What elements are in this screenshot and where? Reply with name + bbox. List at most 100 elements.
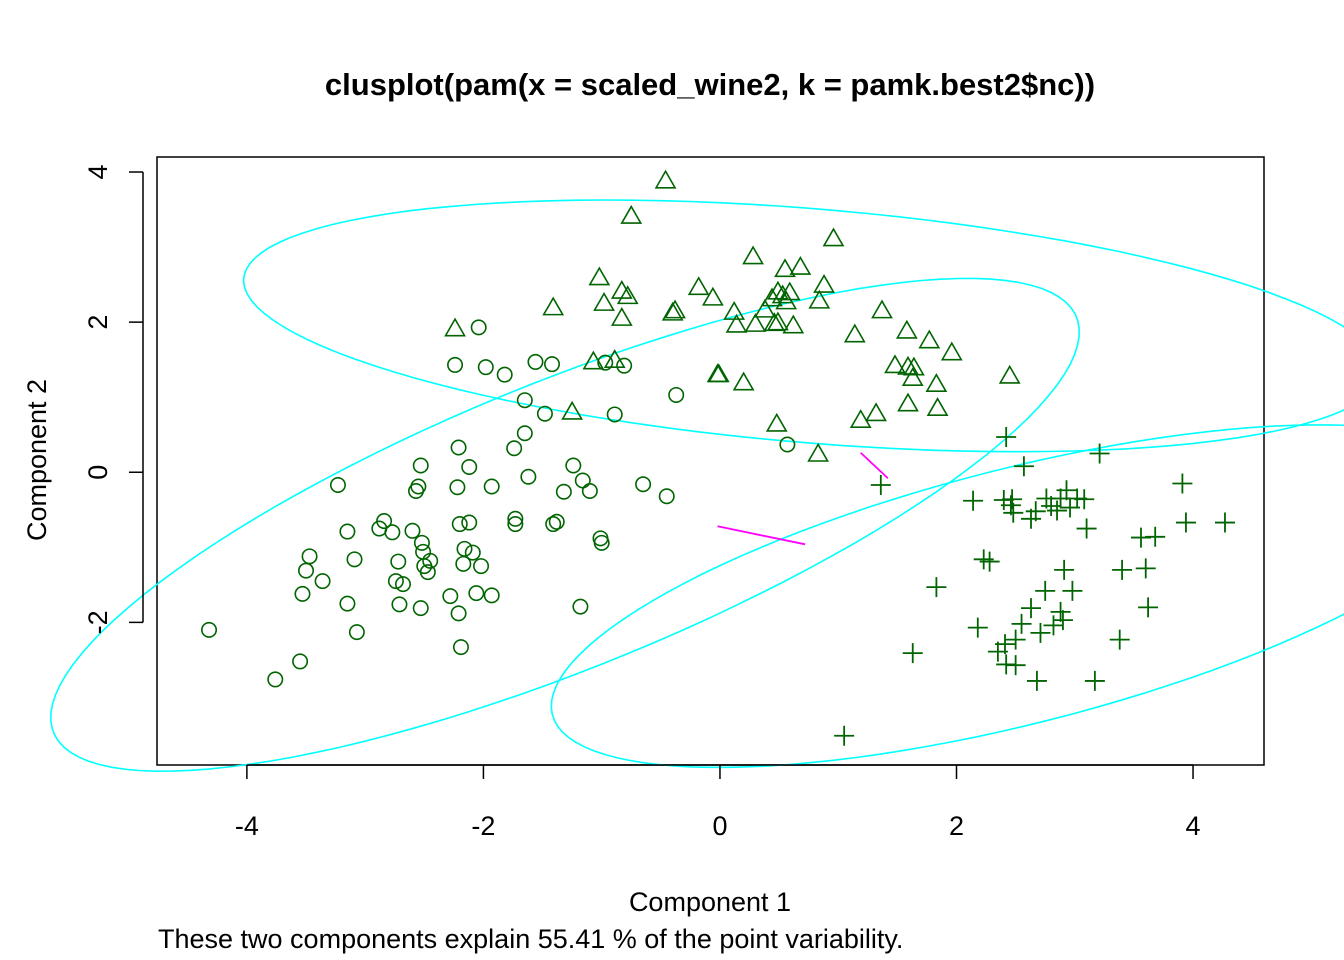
point-plus [1054, 559, 1075, 580]
point-circle [394, 576, 411, 593]
point-plus [963, 490, 984, 511]
point-circle [555, 483, 572, 500]
point-triangle [588, 266, 611, 286]
point-triangle [765, 412, 788, 432]
point-plus [834, 725, 855, 746]
point-circle [450, 439, 467, 456]
cluster-ellipse-2 [242, 199, 1344, 453]
point-circle [507, 510, 524, 527]
point-triangle [778, 281, 801, 301]
point-circle [456, 540, 473, 557]
point-circle [201, 621, 218, 638]
point-circle [461, 514, 478, 531]
cluster-distance-lines [717, 452, 889, 546]
point-triangle [808, 289, 831, 309]
point-circle [507, 516, 524, 533]
point-circle [473, 558, 490, 575]
point-triangle [813, 274, 835, 293]
plot-frame [156, 156, 1265, 766]
point-circle [468, 585, 485, 602]
point-triangle [742, 245, 764, 265]
y-tick-label: 0 [83, 465, 113, 480]
point-circle [581, 483, 598, 500]
point-plus [1030, 622, 1051, 643]
point-circle [412, 457, 429, 474]
point-plus [1074, 489, 1095, 510]
cluster-ellipses [49, 199, 1344, 773]
point-circle [391, 596, 408, 613]
cluster-link-1 [717, 525, 806, 546]
point-triangle [843, 323, 866, 343]
point-circle [267, 671, 284, 688]
point-plus [1011, 613, 1032, 634]
point-triangle [744, 313, 767, 332]
point-plus [1026, 670, 1047, 691]
point-circle [451, 516, 468, 533]
cluster-link-2 [860, 452, 889, 479]
point-plus [1172, 473, 1193, 494]
point-triangle [582, 350, 605, 370]
point-plus [1112, 559, 1133, 580]
point-plus [1109, 629, 1130, 650]
cluster-ellipse-3 [550, 424, 1344, 769]
point-plus [1056, 480, 1077, 501]
point-circle [593, 534, 610, 551]
point-plus [1035, 580, 1056, 601]
x-axis-label: Component 1 [629, 887, 791, 917]
point-plus [1013, 456, 1034, 477]
point-circle [410, 478, 427, 495]
point-triangle [661, 301, 684, 321]
point-circle [536, 405, 553, 422]
point-circle [565, 457, 582, 474]
point-circle [464, 544, 481, 561]
point-plus [994, 634, 1015, 655]
point-circle [548, 513, 565, 530]
point-circle [452, 639, 469, 656]
point-triangle [940, 341, 963, 361]
point-plus [870, 475, 891, 496]
point-circle [447, 356, 464, 373]
point-triangle [620, 204, 643, 224]
point-circle [348, 624, 365, 641]
point-circle [449, 479, 466, 496]
point-plus [1052, 610, 1073, 631]
point-plus [1021, 598, 1042, 619]
point-triangle [782, 314, 805, 334]
y-axis-label: Component 2 [22, 379, 52, 541]
point-circle [635, 476, 652, 493]
point-circle [544, 356, 561, 373]
point-circle [470, 319, 487, 336]
point-triangle [767, 311, 789, 331]
point-circle [658, 488, 675, 505]
point-circle [292, 653, 309, 670]
point-triangle [849, 409, 872, 429]
data-points [201, 169, 1235, 746]
point-circle [387, 573, 404, 590]
point-circle [301, 548, 318, 565]
point-circle [298, 562, 315, 579]
chart-subtitle: These two components explain 55.41 % of … [158, 924, 903, 954]
point-circle [520, 468, 537, 485]
point-circle [422, 552, 439, 569]
point-plus [926, 577, 947, 598]
point-triangle [687, 276, 710, 296]
point-circle [506, 440, 523, 457]
point-triangle [998, 364, 1021, 384]
point-triangle [610, 307, 633, 326]
point-circle [450, 605, 467, 622]
point-triangle [774, 258, 796, 278]
point-circle [376, 513, 393, 530]
point-plus [1135, 558, 1156, 579]
x-tick-label: 2 [949, 811, 964, 841]
point-circle [413, 534, 430, 551]
point-triangle [865, 402, 887, 422]
point-triangle [895, 319, 918, 339]
point-plus [1089, 443, 1110, 464]
point-plus [967, 617, 988, 638]
point-plus [973, 549, 994, 570]
point-triangle [884, 354, 906, 374]
point-triangle [901, 367, 924, 386]
point-circle [668, 386, 685, 403]
point-triangle [725, 313, 748, 333]
point-plus [1005, 629, 1026, 650]
